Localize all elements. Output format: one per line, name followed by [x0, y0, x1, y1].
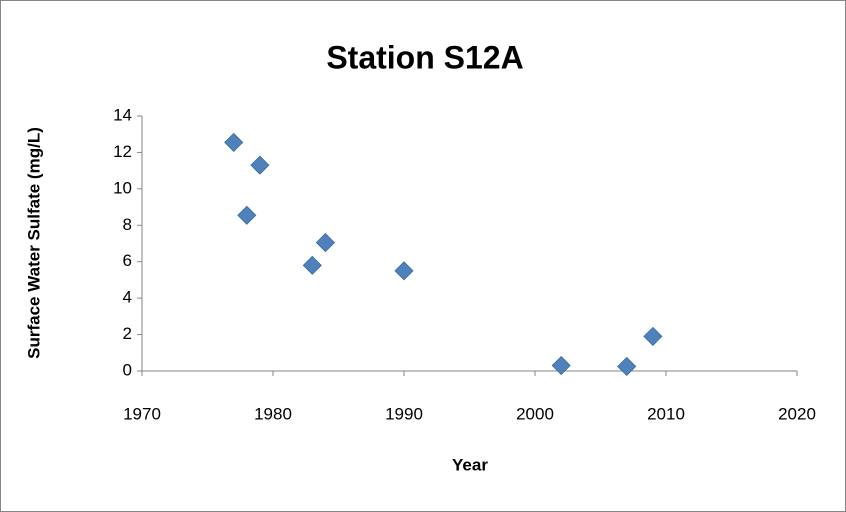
x-tick-label: 1980 [254, 404, 292, 423]
point [315, 233, 335, 253]
x-axis-title: Year [452, 455, 488, 474]
y-axis-title: Surface Water Sulfate (mg/L) [24, 127, 43, 359]
point [643, 326, 663, 346]
x-tick-label: 2010 [647, 404, 685, 423]
x-tick-label: 1970 [123, 404, 161, 423]
x-tick-label: 1990 [385, 404, 423, 423]
y-tick-label: 4 [123, 288, 132, 307]
point [237, 205, 257, 225]
point [224, 132, 244, 152]
point [551, 355, 571, 376]
y-tick-label: 2 [123, 324, 132, 343]
point [250, 155, 270, 175]
point [394, 261, 414, 281]
x-tick-label: 2020 [778, 404, 816, 423]
point [617, 356, 637, 377]
y-tick-label: 6 [123, 251, 132, 270]
x-tick-label: 2000 [516, 404, 554, 423]
y-tick-label: 14 [113, 105, 132, 124]
point [302, 255, 322, 275]
y-tick-label: 0 [123, 360, 132, 379]
y-tick-label: 12 [113, 142, 132, 161]
y-tick-label: 8 [123, 215, 132, 234]
chart-title: Station S12A [326, 39, 523, 75]
y-tick-label: 10 [113, 178, 132, 197]
